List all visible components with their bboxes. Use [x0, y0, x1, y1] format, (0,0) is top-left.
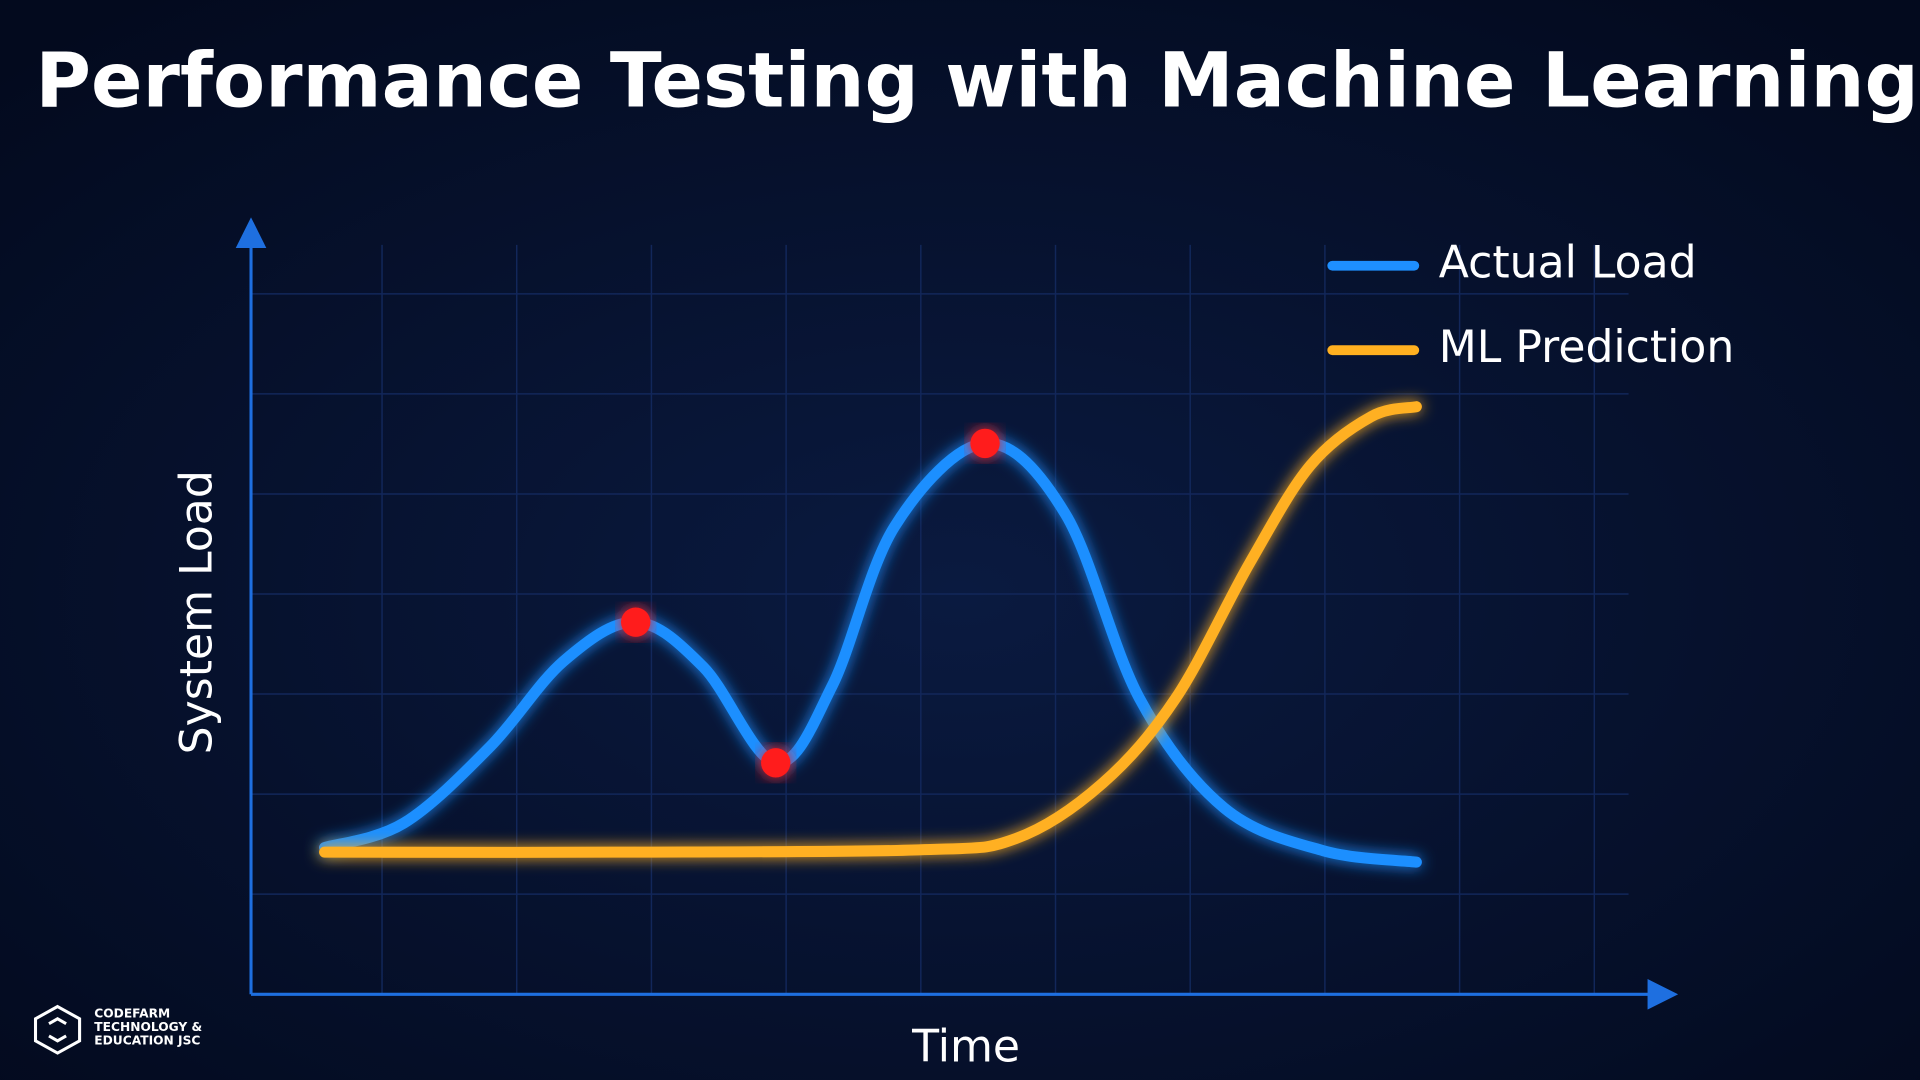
y-axis-label: System Load [172, 470, 223, 754]
anomaly-point [761, 748, 791, 778]
line [319, 437, 1422, 868]
legend-label: ML Prediction [1439, 322, 1735, 373]
anomaly-point [970, 428, 1000, 459]
x-axis-label: Time [911, 1021, 1020, 1072]
logo-text: CODEFARM [94, 1006, 170, 1020]
line [319, 401, 1422, 858]
logo: CODEFARM TECHNOLOGY & EDUCATION JSC [33, 1004, 202, 1055]
logo-text: EDUCATION JSC [94, 1033, 200, 1047]
chart-title: Performance Testing with Machine Learnin… [35, 37, 1918, 125]
grid [251, 244, 1629, 995]
legend-label: Actual Load [1439, 238, 1697, 289]
anomaly-point [621, 607, 651, 637]
logo-text: TECHNOLOGY & [94, 1020, 202, 1034]
